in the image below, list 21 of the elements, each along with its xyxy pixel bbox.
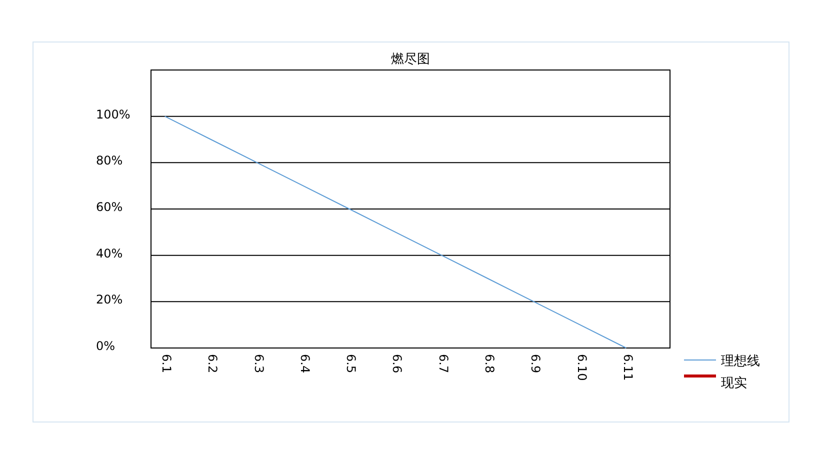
x-tick-label: 6.9 — [528, 354, 543, 374]
x-tick-label: 6.10 — [574, 354, 589, 381]
legend-label: 现实 — [721, 376, 747, 391]
y-tick-label: 80% — [96, 154, 123, 168]
y-tick-label: 0% — [96, 339, 116, 353]
y-tick-label: 60% — [96, 200, 123, 214]
x-tick-label: 6.2 — [206, 354, 220, 374]
chart-title: 燃尽图 — [391, 52, 430, 67]
line-series — [164, 116, 627, 348]
x-tick-label: 6.11 — [620, 354, 635, 381]
x-tick-label: 6.5 — [344, 354, 358, 374]
x-tick-label: 6.6 — [390, 354, 404, 374]
x-tick-label: 6.1 — [160, 354, 174, 374]
y-tick-label: 40% — [96, 246, 123, 260]
x-tick-label: 6.4 — [298, 354, 312, 374]
x-tick-label: 6.7 — [436, 354, 450, 374]
x-tick-label: 6.8 — [482, 354, 496, 374]
legend-label: 理想线 — [721, 354, 760, 369]
x-tick-label: 6.3 — [252, 354, 266, 374]
y-tick-label: 20% — [96, 292, 123, 307]
y-tick-label: 100% — [96, 107, 130, 122]
